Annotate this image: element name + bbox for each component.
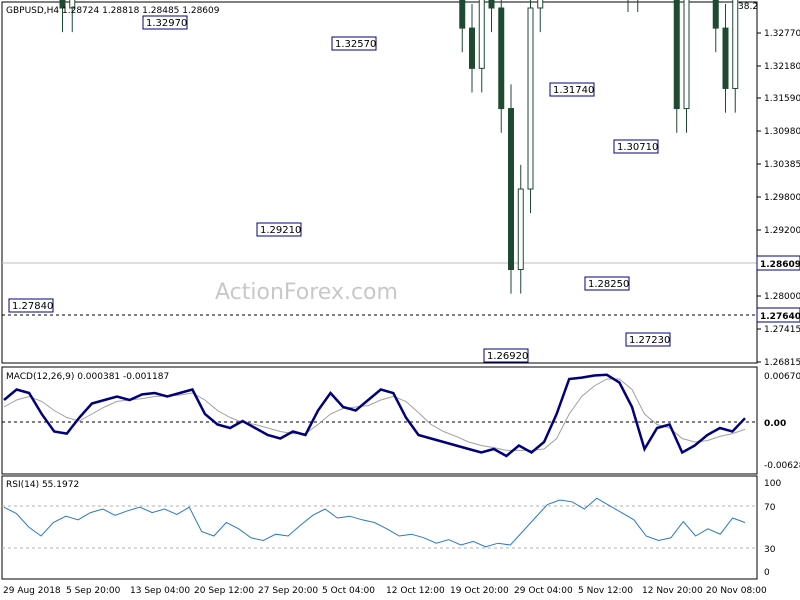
candle-body <box>683 0 690 110</box>
annotation-box <box>483 348 529 363</box>
annotation-box <box>142 15 188 30</box>
x-tick: 20 Sep 12:00 <box>194 586 254 596</box>
annotation-box <box>549 82 595 97</box>
annotation-label: 1.32970 <box>146 18 187 29</box>
current-price-box <box>756 255 800 271</box>
watermark-text: ActionForex.com <box>215 280 398 305</box>
macd-line <box>3 373 746 458</box>
macd-tick: -0.00628 <box>764 461 800 471</box>
chart-header: GBPUSD,H4 1.28724 1.28818 1.28485 1.2860… <box>6 6 220 16</box>
rsi-tick: 100 <box>764 479 781 489</box>
price-tick: 1.30385 <box>764 160 800 170</box>
candles-layer <box>59 0 739 294</box>
candle-body <box>527 7 534 190</box>
price-tick: 1.28000 <box>764 292 800 302</box>
price-tick: 1.30980 <box>764 127 800 137</box>
corner-value: 38.2 <box>738 2 758 12</box>
price-tick: 1.32180 <box>764 62 800 72</box>
candle-body <box>732 0 739 89</box>
price-tick: 1.31590 <box>764 94 800 104</box>
candle-body <box>517 188 524 270</box>
x-tick: 19 Oct 20:00 <box>450 586 509 596</box>
annotation-box <box>584 276 630 291</box>
annotation-box <box>613 139 659 154</box>
candle-body <box>722 27 729 89</box>
candle-body <box>59 0 66 9</box>
x-tick: 13 Sep 04:00 <box>130 586 190 596</box>
x-tick: 5 Oct 04:00 <box>322 586 375 596</box>
annotation-box <box>625 332 671 347</box>
rsi-title: RSI(14) 55.1972 <box>6 480 79 490</box>
candle-body <box>712 0 719 29</box>
annotation-label: 1.32570 <box>335 39 376 50</box>
annotation-label: 1.26920 <box>487 351 528 362</box>
candle-body <box>508 108 514 270</box>
annotation-label: 1.30710 <box>617 142 658 153</box>
price-panel <box>1 1 758 364</box>
rsi-tick: 70 <box>764 503 776 513</box>
annotation-label: 1.28250 <box>588 279 629 290</box>
candle-body <box>498 7 505 110</box>
macd-tick: 0.00 <box>764 419 786 429</box>
x-tick: 5 Sep 20:00 <box>66 586 121 596</box>
x-tick: 27 Sep 20:00 <box>258 586 318 596</box>
annotation-box <box>8 298 54 313</box>
price-y-axis: 1.32770 1.32180 1.31590 1.30980 1.30385 … <box>757 29 800 368</box>
x-axis: 29 Aug 2018 5 Sep 20:00 13 Sep 04:00 20 … <box>3 586 767 596</box>
annotation-label: 1.29210 <box>260 225 301 236</box>
annotation-box <box>256 222 302 237</box>
candle-body <box>459 0 466 29</box>
price-tick: 1.27415 <box>764 325 800 335</box>
rsi-tick: 30 <box>764 545 776 555</box>
macd-title: MACD(12,26,9) 0.000381 -0.001187 <box>6 372 169 382</box>
x-tick: 29 Oct 04:00 <box>514 586 573 596</box>
support-level-label: 1.27640 <box>760 312 800 322</box>
support-level-box <box>756 307 800 323</box>
annotation-label: 1.27840 <box>12 301 53 312</box>
current-price-label: 1.28609 <box>760 260 800 270</box>
level-annotations: 1.32970 1.32570 1.31740 1.30710 1.29210 … <box>8 15 671 363</box>
annotation-label: 1.27230 <box>629 335 670 346</box>
candle-body <box>488 0 495 9</box>
rsi-tick: 0 <box>764 568 770 578</box>
x-tick: 20 Nov 08:00 <box>706 586 767 596</box>
candle-body <box>469 27 475 69</box>
annotation-label: 1.31740 <box>553 85 594 96</box>
x-tick: 5 Nov 12:00 <box>578 586 633 596</box>
x-tick: 29 Aug 2018 <box>3 586 61 596</box>
price-tick: 1.29200 <box>764 226 800 236</box>
price-tick: 1.32770 <box>764 29 800 39</box>
price-tick: 1.29800 <box>764 193 800 203</box>
x-tick: 12 Oct 12:00 <box>386 586 445 596</box>
price-tick: 1.26815 <box>764 358 800 368</box>
candle-body <box>69 0 76 9</box>
candle-body <box>478 0 485 69</box>
macd-tick: 0.006706 <box>764 372 800 382</box>
macd-panel <box>1 366 758 475</box>
annotation-box <box>331 36 377 51</box>
candle-body <box>537 0 544 9</box>
candle-body <box>673 0 680 110</box>
rsi-panel <box>1 475 758 580</box>
rsi-line <box>3 497 746 548</box>
x-tick: 12 Nov 20:00 <box>642 586 703 596</box>
